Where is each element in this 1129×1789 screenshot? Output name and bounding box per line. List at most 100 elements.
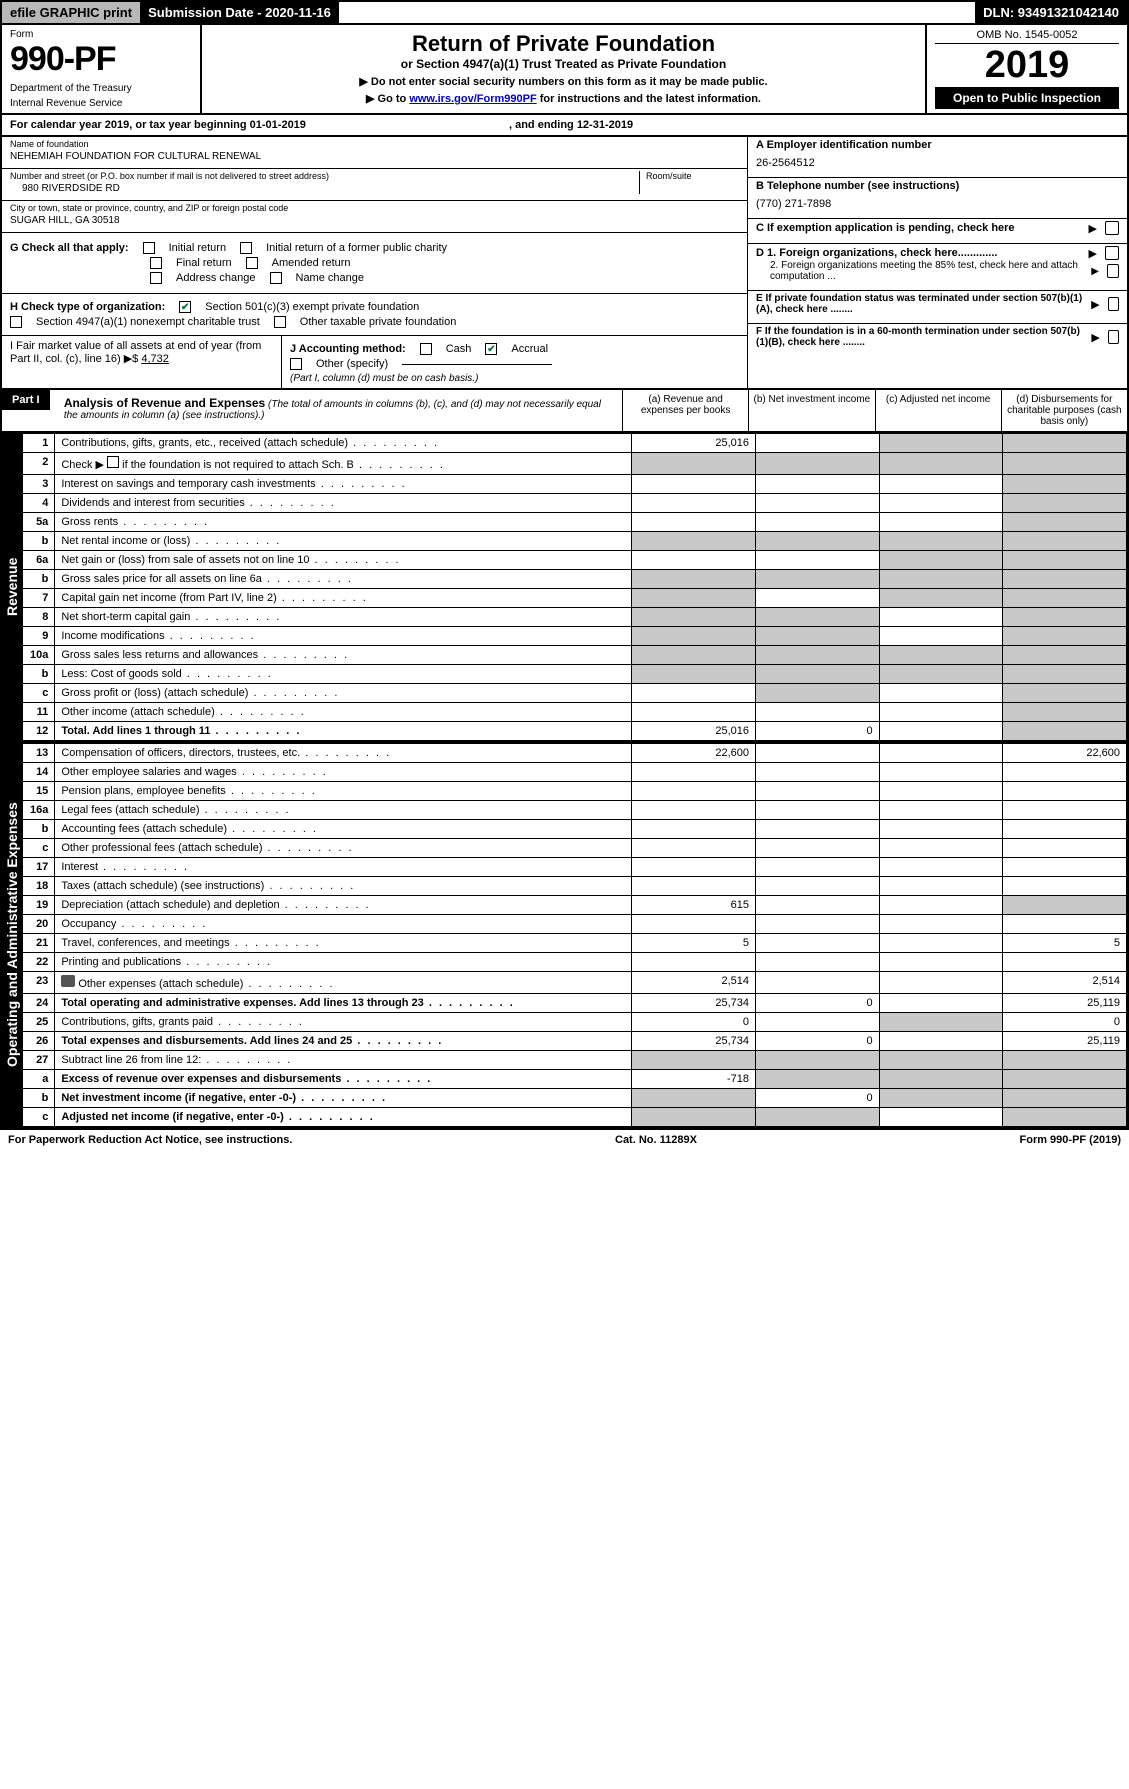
paperwork-notice: For Paperwork Reduction Act Notice, see … — [8, 1134, 292, 1146]
addr-label: Number and street (or P.O. box number if… — [10, 171, 639, 181]
irs-link[interactable]: www.irs.gov/Form990PF — [409, 93, 536, 105]
cb-address-change[interactable] — [150, 272, 162, 284]
cell-r18-c — [879, 877, 1003, 896]
cell-r21-a: 5 — [632, 934, 756, 953]
cell-r10c-c — [879, 684, 1003, 703]
cell-r2-c — [879, 453, 1003, 475]
cell-r6b-a — [632, 570, 756, 589]
cell-r2-d — [1003, 453, 1127, 475]
line-r23: 23Other expenses (attach schedule)2,5142… — [23, 972, 1127, 994]
d2-label: 2. Foreign organizations meeting the 85%… — [770, 260, 1087, 282]
name-label: Name of foundation — [10, 139, 739, 149]
cell-r17-b — [756, 858, 880, 877]
cb-85pct-test[interactable] — [1107, 264, 1119, 278]
cb-501c3[interactable] — [179, 301, 191, 313]
col-a-header: (a) Revenue and expenses per books — [622, 390, 748, 431]
cell-r16a-b — [756, 801, 880, 820]
line-r16c: cOther professional fees (attach schedul… — [23, 839, 1127, 858]
cell-r10b-b — [756, 665, 880, 684]
line-r24: 24Total operating and administrative exp… — [23, 994, 1127, 1013]
cb-sch-b[interactable] — [107, 456, 119, 468]
cell-r27b-a — [632, 1089, 756, 1108]
line-r2: 2Check ▶ if the foundation is not requir… — [23, 453, 1127, 475]
line-r19: 19Depreciation (attach schedule) and dep… — [23, 896, 1127, 915]
line-r7: 7Capital gain net income (from Part IV, … — [23, 589, 1127, 608]
cb-final-return[interactable] — [150, 257, 162, 269]
cb-amended-return[interactable] — [246, 257, 258, 269]
irs-label: Internal Revenue Service — [10, 98, 192, 109]
cell-r27c-d — [1003, 1108, 1127, 1127]
cell-r13-c — [879, 744, 1003, 763]
cell-r27-d — [1003, 1051, 1127, 1070]
cell-r3-b — [756, 475, 880, 494]
cb-cash[interactable] — [420, 343, 432, 355]
col-c-header: (c) Adjusted net income — [875, 390, 1001, 431]
cb-4947a1[interactable] — [10, 316, 22, 328]
cell-r3-c — [879, 475, 1003, 494]
cell-r25-b — [756, 1013, 880, 1032]
cell-r10c-b — [756, 684, 880, 703]
form-header: Form 990-PF Department of the Treasury I… — [0, 25, 1129, 115]
submission-date: Submission Date - 2020-11-16 — [140, 2, 339, 23]
cell-r9-c — [879, 627, 1003, 646]
cell-r11-b — [756, 703, 880, 722]
cell-r10a-d — [1003, 646, 1127, 665]
subtitle: or Section 4947(a)(1) Trust Treated as P… — [212, 57, 915, 71]
line-r10b: bLess: Cost of goods sold — [23, 665, 1127, 684]
dept-treasury: Department of the Treasury — [10, 83, 192, 94]
cell-r10b-c — [879, 665, 1003, 684]
cell-r16b-b — [756, 820, 880, 839]
cell-r20-c — [879, 915, 1003, 934]
cell-r27a-d — [1003, 1070, 1127, 1089]
cb-60month[interactable] — [1108, 330, 1119, 344]
c-label: C If exemption application is pending, c… — [756, 222, 1015, 234]
cell-r27b-c — [879, 1089, 1003, 1108]
cell-r22-c — [879, 953, 1003, 972]
cell-r24-d: 25,119 — [1003, 994, 1127, 1013]
part1-title: Analysis of Revenue and Expenses — [64, 396, 265, 410]
cb-other-taxable[interactable] — [274, 316, 286, 328]
h-label: H Check type of organization: — [10, 301, 165, 313]
efile-label[interactable]: efile GRAPHIC print — [2, 2, 140, 23]
cell-r8-b — [756, 608, 880, 627]
cell-r13-d: 22,600 — [1003, 744, 1127, 763]
cb-foreign-org[interactable] — [1105, 246, 1119, 260]
cell-r5b-a — [632, 532, 756, 551]
attachment-icon[interactable] — [61, 975, 75, 987]
cell-r24-c — [879, 994, 1003, 1013]
cb-exemption-pending[interactable] — [1105, 221, 1119, 235]
cb-initial-return[interactable] — [143, 242, 155, 254]
cell-r10a-a — [632, 646, 756, 665]
cell-r13-b — [756, 744, 880, 763]
cell-r5a-b — [756, 513, 880, 532]
fmv-value: 4,732 — [141, 353, 169, 365]
cell-r21-c — [879, 934, 1003, 953]
col-d-header: (d) Disbursements for charitable purpose… — [1001, 390, 1127, 431]
cb-name-change[interactable] — [270, 272, 282, 284]
cell-r22-b — [756, 953, 880, 972]
revenue-section: Revenue 1Contributions, gifts, grants, e… — [0, 433, 1129, 743]
cell-r5b-d — [1003, 532, 1127, 551]
cell-r16b-d — [1003, 820, 1127, 839]
cell-r22-d — [1003, 953, 1127, 972]
cell-r27a-b — [756, 1070, 880, 1089]
cell-r17-d — [1003, 858, 1127, 877]
f-label: F If the foundation is in a 60-month ter… — [756, 326, 1087, 348]
cell-r18-b — [756, 877, 880, 896]
cb-status-terminated[interactable] — [1108, 297, 1119, 311]
cell-r9-d — [1003, 627, 1127, 646]
instruction-2: ▶ Go to www.irs.gov/Form990PF for instru… — [212, 92, 915, 105]
cb-initial-former[interactable] — [240, 242, 252, 254]
cell-r4-c — [879, 494, 1003, 513]
cell-r10a-c — [879, 646, 1003, 665]
cb-accrual[interactable] — [485, 343, 497, 355]
line-r27b: bNet investment income (if negative, ent… — [23, 1089, 1127, 1108]
cell-r14-a — [632, 763, 756, 782]
cell-r6a-d — [1003, 551, 1127, 570]
cb-other-method[interactable] — [290, 358, 302, 370]
line-r20: 20Occupancy — [23, 915, 1127, 934]
cell-r5a-d — [1003, 513, 1127, 532]
main-title: Return of Private Foundation — [212, 31, 915, 57]
cell-r3-d — [1003, 475, 1127, 494]
line-r10c: cGross profit or (loss) (attach schedule… — [23, 684, 1127, 703]
